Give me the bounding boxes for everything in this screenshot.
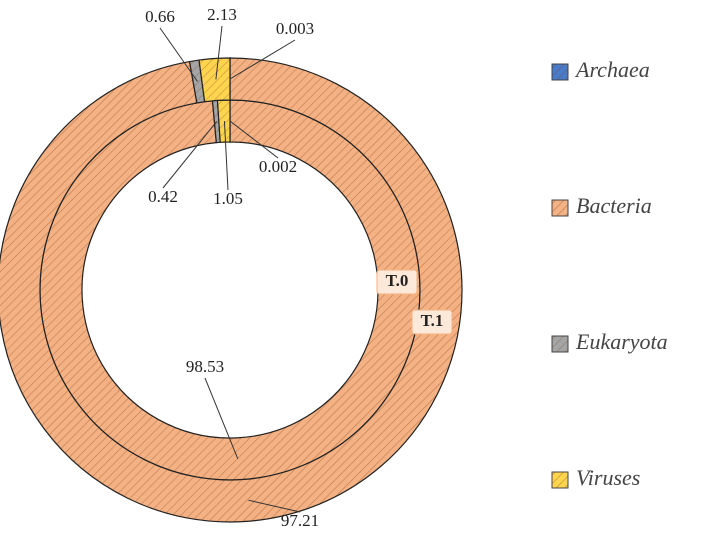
ring-label-box <box>411 309 453 335</box>
ring-segment <box>39 99 421 481</box>
leader-line <box>162 121 218 189</box>
data-label: 97.21 <box>281 511 319 530</box>
ring-label-box <box>376 269 418 295</box>
data-label: 0.002 <box>259 157 297 176</box>
data-label: 0.003 <box>276 19 314 38</box>
ring-segment <box>216 99 231 143</box>
data-label: 0.42 <box>148 187 178 206</box>
legend-label: Viruses <box>576 465 640 490</box>
ring-label: T.0 <box>386 271 409 290</box>
legend-label: Archaea <box>574 57 650 82</box>
leader-line <box>229 120 279 159</box>
leader-line <box>223 121 229 191</box>
leader-line <box>248 499 301 513</box>
data-label: 0.66 <box>145 7 175 26</box>
ring-segment <box>0 57 463 523</box>
leader-line <box>159 27 198 82</box>
legend-label: Eukaryota <box>575 329 668 354</box>
legend-swatch <box>551 63 569 81</box>
leader-line <box>204 377 239 460</box>
legend-swatch <box>551 335 569 353</box>
legend-swatch <box>551 199 569 217</box>
leader-line <box>215 25 223 80</box>
leader-line <box>229 39 296 80</box>
legend-swatch <box>551 471 569 489</box>
data-label: 98.53 <box>186 357 224 376</box>
data-label: 1.05 <box>213 189 243 208</box>
legend-label: Bacteria <box>576 193 652 218</box>
ring-label: T.1 <box>421 311 444 330</box>
ring-segment <box>198 57 231 103</box>
data-label: 2.13 <box>207 5 237 24</box>
